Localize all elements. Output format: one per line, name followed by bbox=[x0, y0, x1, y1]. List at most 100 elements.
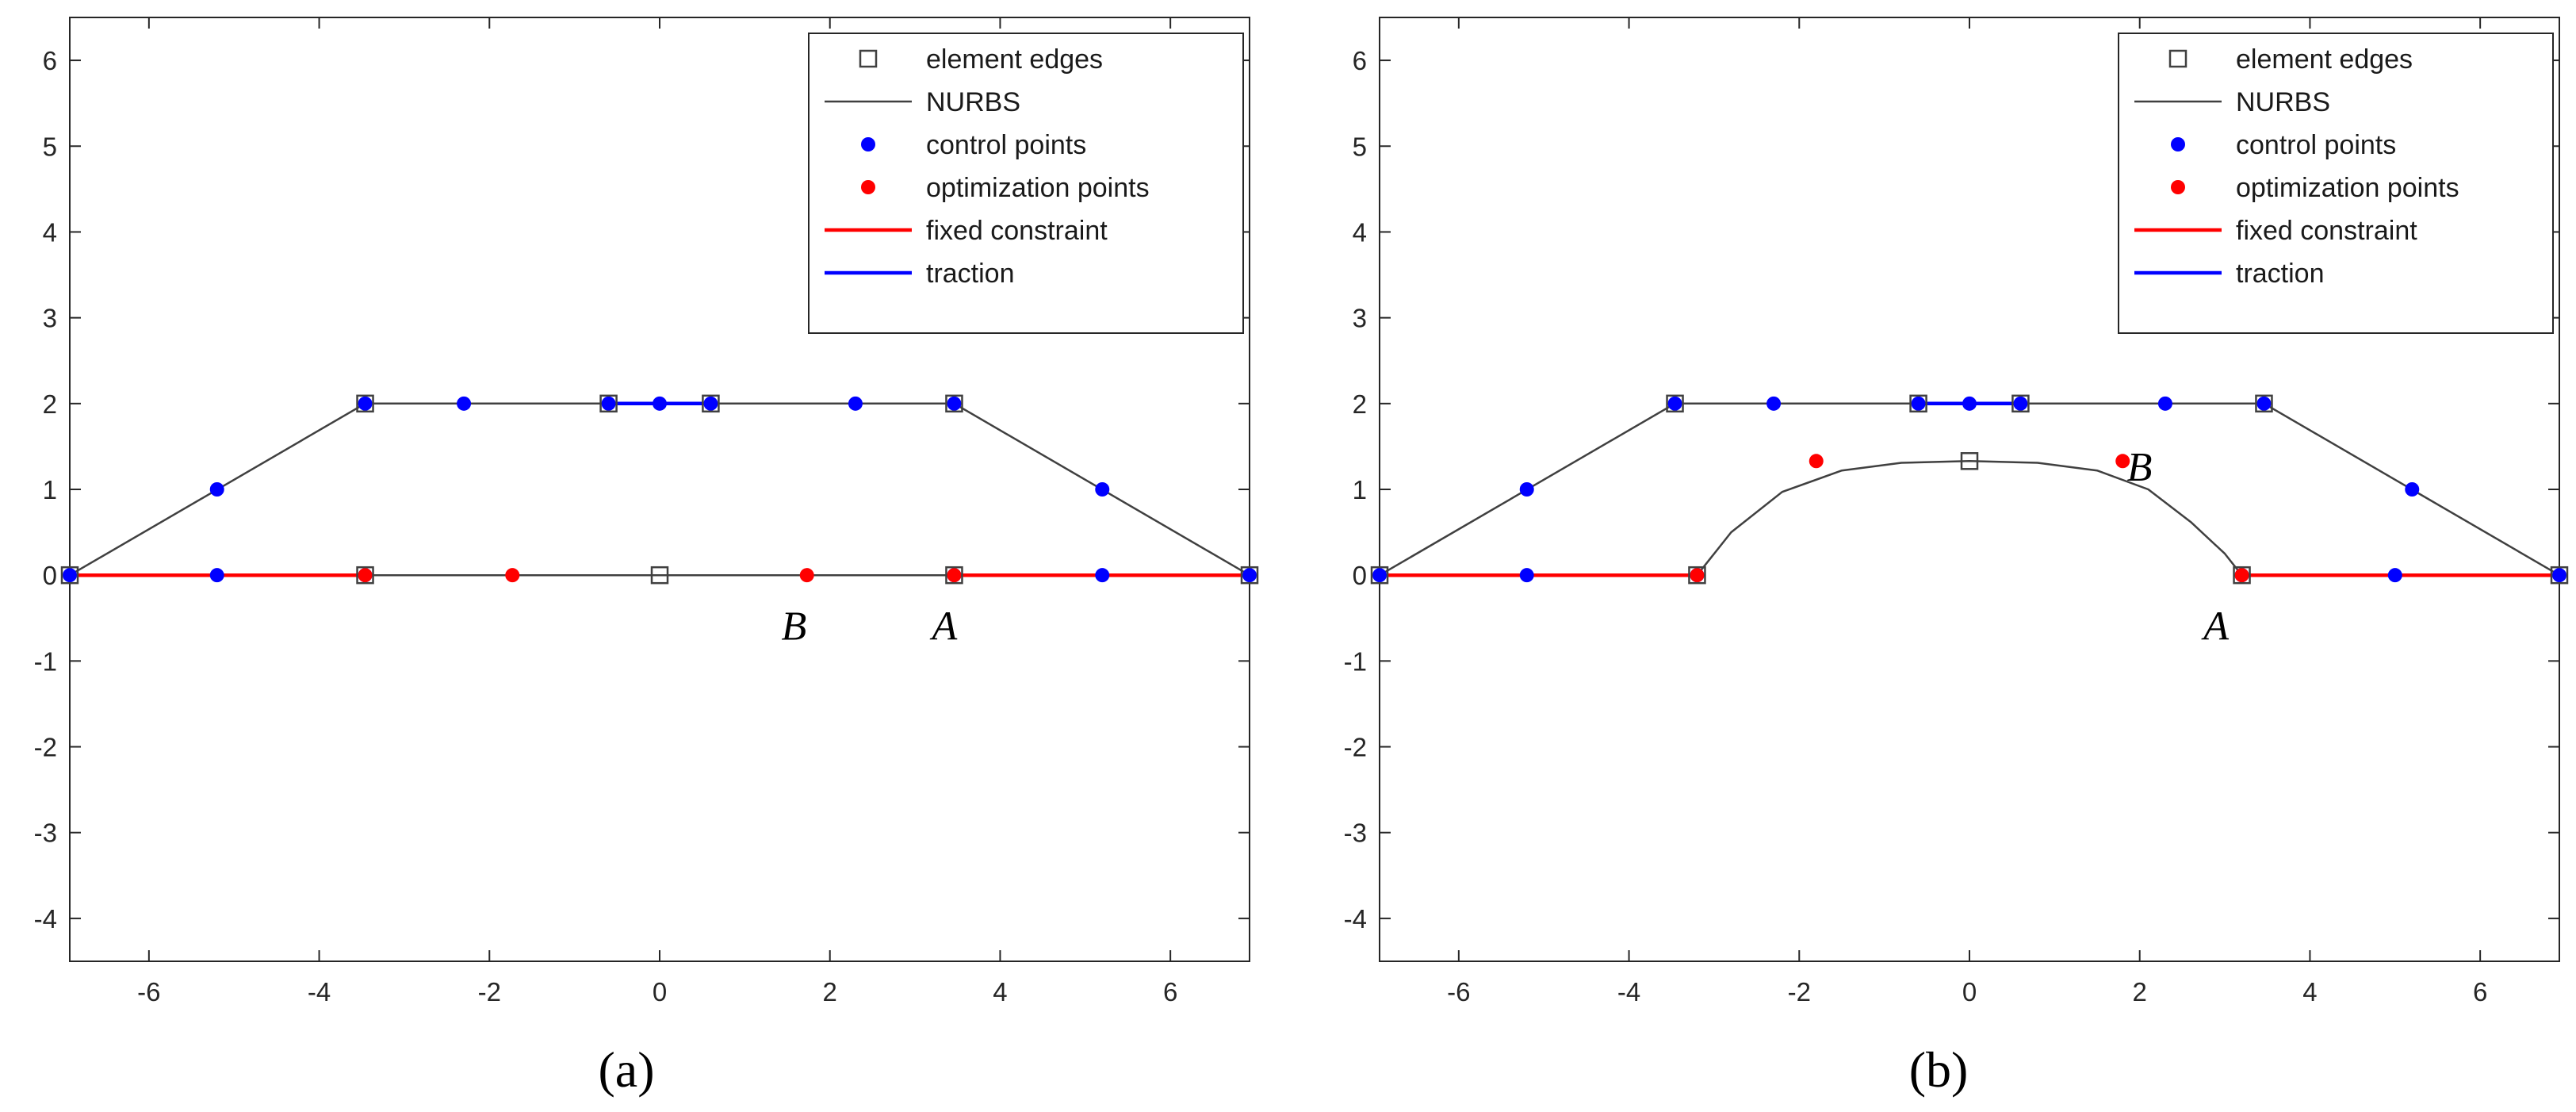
element-edge-marker bbox=[356, 394, 374, 413]
y-tick-label: 2 bbox=[43, 389, 57, 419]
element-edge-marker bbox=[356, 566, 374, 585]
panel-caption: (b) bbox=[1909, 1041, 1969, 1098]
legend-label: control points bbox=[926, 130, 1086, 160]
panel-caption: (a) bbox=[598, 1041, 654, 1098]
x-tick-label: -4 bbox=[308, 977, 331, 1007]
control-point bbox=[1667, 396, 1682, 411]
x-tick-label: 0 bbox=[653, 977, 667, 1007]
y-tick-label: 0 bbox=[43, 561, 57, 590]
control-point bbox=[209, 482, 224, 497]
control-point bbox=[457, 396, 472, 411]
y-tick-label: -4 bbox=[34, 904, 57, 934]
legend-swatch-optimization-points bbox=[2171, 180, 2185, 194]
annotation-label-a: A bbox=[2201, 604, 2229, 649]
legend-label: traction bbox=[926, 259, 1015, 289]
y-tick-label: 4 bbox=[1353, 217, 1367, 247]
optimization-point bbox=[799, 568, 814, 583]
control-point bbox=[1519, 568, 1534, 583]
y-tick-label: 1 bbox=[43, 475, 57, 504]
y-tick-label: 5 bbox=[43, 132, 57, 161]
control-point bbox=[601, 396, 616, 411]
element-edge-marker bbox=[2233, 566, 2251, 585]
x-tick-label: 4 bbox=[2302, 977, 2317, 1007]
annotation-label-b: B bbox=[782, 604, 807, 649]
nurbs-curve-top bbox=[69, 402, 1250, 577]
element-edge-marker bbox=[2011, 394, 2030, 413]
x-tick-label: -6 bbox=[1447, 977, 1470, 1007]
element-edge-marker bbox=[1240, 566, 1259, 585]
optimization-point bbox=[947, 568, 962, 583]
x-tick-label: 6 bbox=[2473, 977, 2487, 1007]
control-point bbox=[1095, 568, 1110, 583]
x-tick-label: 2 bbox=[823, 977, 837, 1007]
element-edge-marker bbox=[599, 394, 618, 413]
element-edge-marker bbox=[1370, 566, 1389, 585]
control-point bbox=[2552, 568, 2566, 583]
control-point bbox=[1519, 482, 1534, 497]
x-tick-label: 4 bbox=[993, 977, 1007, 1007]
element-edge-marker bbox=[1666, 394, 1684, 413]
x-tick-label: -2 bbox=[1788, 977, 1811, 1007]
optimization-point bbox=[1690, 568, 1705, 583]
x-tick-label: -2 bbox=[478, 977, 501, 1007]
optimization-point bbox=[358, 568, 373, 583]
optimization-point bbox=[2234, 568, 2249, 583]
element-edge-marker bbox=[1909, 394, 1927, 413]
y-tick-label: -2 bbox=[34, 733, 57, 762]
control-point bbox=[947, 396, 962, 411]
y-tick-label: -1 bbox=[1344, 646, 1367, 676]
legend-swatch-element-edges bbox=[2168, 49, 2187, 68]
legend-label: optimization points bbox=[926, 173, 1150, 203]
control-point bbox=[358, 396, 373, 411]
legend-swatch-control-points bbox=[861, 137, 875, 151]
x-tick-label: 6 bbox=[1163, 977, 1177, 1007]
element-edge-marker bbox=[60, 566, 79, 585]
control-point bbox=[1242, 568, 1257, 583]
legend-swatch-optimization-points bbox=[861, 180, 875, 194]
y-tick-label: -3 bbox=[34, 819, 57, 848]
y-tick-label: 3 bbox=[1353, 304, 1367, 333]
x-tick-label: 0 bbox=[1962, 977, 1977, 1007]
legend-label: element edges bbox=[926, 44, 1103, 75]
legend-label: fixed constraint bbox=[926, 216, 1108, 246]
legend-label: optimization points bbox=[2236, 173, 2459, 203]
control-point bbox=[1372, 568, 1387, 583]
y-tick-label: -2 bbox=[1344, 733, 1367, 762]
control-point bbox=[2013, 396, 2028, 411]
control-point bbox=[1962, 396, 1977, 411]
y-tick-label: -4 bbox=[1344, 904, 1367, 934]
y-tick-label: 4 bbox=[43, 217, 57, 247]
legend-label: fixed constraint bbox=[2236, 216, 2417, 246]
annotation-label-a: A bbox=[930, 604, 958, 649]
control-point bbox=[653, 396, 667, 411]
y-tick-label: 5 bbox=[1353, 132, 1367, 161]
optimization-point bbox=[505, 568, 520, 583]
y-tick-label: 6 bbox=[43, 46, 57, 75]
control-point bbox=[2157, 396, 2172, 411]
x-tick-label: 2 bbox=[2133, 977, 2147, 1007]
control-point bbox=[2405, 482, 2420, 497]
control-point bbox=[703, 396, 718, 411]
legend-label: control points bbox=[2236, 130, 2396, 160]
legend: element edges NURBS control points optimiza… bbox=[808, 33, 1244, 334]
element-edge-marker bbox=[2255, 394, 2273, 413]
y-tick-label: 3 bbox=[43, 304, 57, 333]
control-point bbox=[1095, 482, 1110, 497]
legend-label: NURBS bbox=[2236, 87, 2330, 117]
control-point bbox=[848, 396, 863, 411]
y-tick-label: 0 bbox=[1353, 561, 1367, 590]
control-point bbox=[209, 568, 224, 583]
legend-box bbox=[2118, 33, 2554, 334]
legend-swatch-element-edges bbox=[859, 49, 878, 68]
y-tick-label: -3 bbox=[1344, 819, 1367, 848]
element-edge-marker bbox=[702, 394, 720, 413]
element-edge-marker bbox=[1960, 452, 1979, 470]
control-point bbox=[2256, 396, 2272, 411]
x-tick-label: -4 bbox=[1617, 977, 1640, 1007]
legend-label: element edges bbox=[2236, 44, 2413, 75]
y-tick-label: -1 bbox=[34, 646, 57, 676]
legend-box bbox=[808, 33, 1244, 334]
optimization-point bbox=[2115, 454, 2130, 469]
